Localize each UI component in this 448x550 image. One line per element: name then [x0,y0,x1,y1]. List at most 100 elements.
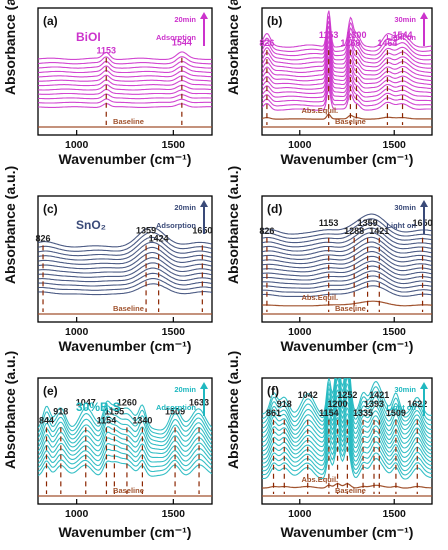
spectrum-curve [262,378,432,416]
equilibrium-curve [262,300,432,307]
peak-label: 826 [259,226,274,236]
spectrum-curve [38,84,212,91]
spectrum-curve [262,222,432,244]
x-tick-label: 1000 [288,139,312,151]
peak-label: 1252 [337,390,357,400]
baseline-label: Baseline [335,117,366,126]
spectrum-curve [38,278,212,291]
x-axis-title: Wavenumber (cm⁻¹) [281,524,414,540]
arrow-head-icon [420,12,428,19]
panel-label: (e) [43,384,58,398]
y-axis-title: Absorbance (a.u.) [225,166,241,284]
spectrum-curve [262,54,432,86]
spectrum-curve [38,103,212,108]
time-label: 20min [174,385,196,394]
peak-label: 1195 [105,406,125,416]
arrow-head-icon [200,200,208,207]
spectrum-curve [262,227,432,248]
peak-label: 1424 [149,233,169,243]
mode-label: Adsorption [156,33,196,42]
x-tick-label: 1000 [65,326,89,338]
sample-label: BiOI [76,30,101,44]
spectrum-curve [262,378,432,426]
spectrum-curve [262,433,432,472]
equilibrium-label: Abs.Equil. [301,475,338,484]
y-axis-title: Absorbance (a.u.) [2,351,18,469]
spectrum-curve [38,231,212,252]
peak-label: 1359 [136,225,156,235]
spectrum-curve [262,275,432,289]
peak-label: 1047 [76,397,96,407]
spectrum-curve [38,65,212,74]
spectrum-curve [262,20,432,57]
spectrum-curve [38,405,212,435]
spectrum-curve [262,65,432,94]
spectra-group [262,10,432,128]
peak-label: 918 [53,406,68,416]
x-tick-label: 1500 [383,139,407,151]
peak-label: 1335 [353,408,373,418]
peak-label: 1421 [369,390,389,400]
panel-a: 1153 1544 Baseline (a) BiOI 20min Adsorption 10… [37,7,213,151]
spectrum-curve [38,283,212,296]
spectrum-curve [262,15,432,52]
time-label: 30min [394,15,416,24]
peak-label: 1509 [165,406,185,416]
spectrum-curve [38,400,212,431]
peak-label: 861 [266,408,281,418]
peak-label: 918 [277,399,292,409]
arrow-head-icon [420,200,428,207]
spectrum-curve [38,236,212,257]
panel-label: (c) [43,202,58,216]
spectrum-curve [262,251,432,269]
spectrum-curve [262,378,432,421]
x-tick-label: 1500 [383,508,407,520]
peak-label: 1200 [328,399,348,409]
x-tick-label: 1000 [65,508,89,520]
spectrum-curve [38,60,212,69]
spectrum-curve [262,405,432,452]
baseline-label: Baseline [335,304,366,313]
spectrum-curve [38,251,212,270]
panel-label: (b) [267,14,282,28]
spectrum-curve [38,56,212,65]
mode-label: Light on [386,33,416,42]
spectrum-curve [38,443,212,464]
peak-label: 1633 [189,397,209,407]
peak-label: 826 [259,38,274,48]
sample-label: 30%B-S [76,400,121,414]
spectrum-curve [38,420,212,448]
arrow-head-icon [200,382,208,389]
peak-label: 1393 [364,399,384,409]
spectra-group [262,213,432,315]
mode-label: Light on [386,403,416,412]
spectrum-curve [38,267,212,283]
spectrum-curve [262,246,432,265]
spectrum-curve [262,82,432,107]
spectrum-curve [38,93,212,100]
peak-label: 1288 [344,226,364,236]
spectrum-curve [262,30,432,65]
peak-label: 1544 [172,38,192,48]
spectrum-curve [38,426,212,452]
spectrum-curve [38,460,212,477]
y-axis-title: Absorbance (a.u.) [2,166,18,284]
spectrum-curve [38,241,212,261]
peak-label: 844 [39,415,54,425]
spectrum-curve [262,10,432,48]
x-tick-label: 1500 [162,508,186,520]
peak-label: 1622 [407,399,427,409]
time-label: 20min [174,203,196,212]
peak-label: 1359 [358,218,378,228]
y-axis-title: Absorbance (a.u.) [2,0,18,95]
peak-label: 1154 [319,408,339,418]
spectrum-curve [262,241,432,260]
peak-label: 1544 [393,30,413,40]
x-tick-label: 1000 [65,139,89,151]
x-axis-title: Wavenumber (cm⁻¹) [281,338,414,354]
mode-label: Light on [386,221,416,230]
peak-label: 1340 [132,415,152,425]
spectrum-curve [38,257,212,274]
